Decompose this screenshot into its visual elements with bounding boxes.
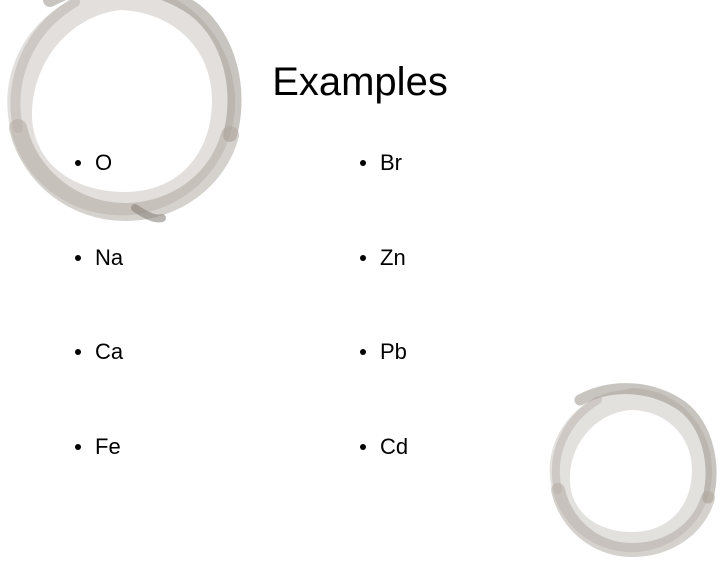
list-item: O <box>75 150 360 176</box>
list-item-label: Ca <box>95 339 123 365</box>
bullet-icon <box>75 349 81 355</box>
slide: Examples O Na Ca Fe Br <box>0 0 720 540</box>
bullet-icon <box>75 255 81 261</box>
list-item-label: Fe <box>95 434 121 460</box>
list-item-label: O <box>95 150 112 176</box>
bullet-icon <box>360 349 366 355</box>
list-item: Zn <box>360 245 645 271</box>
list-item-label: Pb <box>380 339 407 365</box>
list-item-label: Zn <box>380 245 406 271</box>
left-column: O Na Ca Fe <box>75 150 360 500</box>
slide-title: Examples <box>0 60 720 105</box>
list-item-label: Na <box>95 245 123 271</box>
list-item: Pb <box>360 339 645 365</box>
list-item: Ca <box>75 339 360 365</box>
bullet-icon <box>360 444 366 450</box>
bullet-icon <box>360 255 366 261</box>
list-item: Cd <box>360 434 645 460</box>
list-item-label: Cd <box>380 434 408 460</box>
list-item: Na <box>75 245 360 271</box>
list-item-label: Br <box>380 150 402 176</box>
bullet-icon <box>75 444 81 450</box>
list-item: Br <box>360 150 645 176</box>
bullet-icon <box>360 160 366 166</box>
bullet-icon <box>75 160 81 166</box>
right-column: Br Zn Pb Cd <box>360 150 645 500</box>
list-item: Fe <box>75 434 360 460</box>
content-area: O Na Ca Fe Br Zn <box>75 150 645 500</box>
